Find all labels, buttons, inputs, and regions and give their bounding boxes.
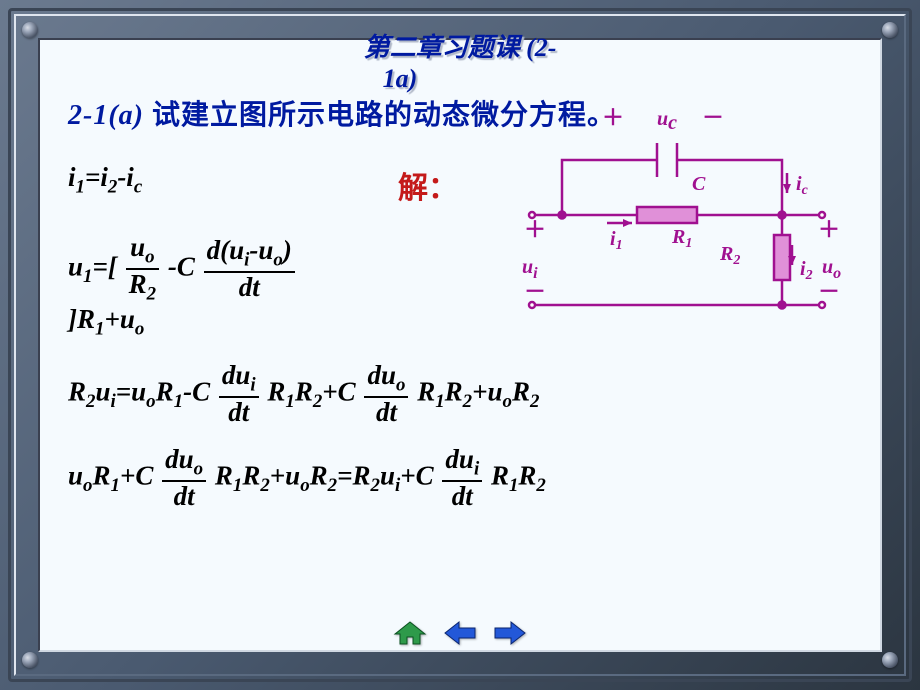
page-title: 第二章习题课 (2- 1a) [68,32,852,94]
equations-area: 解： [68,163,852,511]
content-panel: 第二章习题课 (2- 1a) 2-1(a) 试建立图所示电路的动态微分方程。 解… [38,38,882,652]
R1-label: R1 [671,226,692,251]
minus-right: － [818,279,840,304]
nav-buttons [393,620,527,646]
equation-3: R2ui=uoR1-C duidt R1R2+C duodt R1R2+uoR2 [68,362,852,426]
solve-label: 解： [398,163,458,207]
plus-right: ＋ [818,217,840,242]
rivet-top-left [22,22,38,38]
i1-label: i1 [610,228,623,253]
C-label: C [692,173,706,195]
i2-label: i2 [800,258,813,283]
circuit-diagram: ＋ uc － C ic i1 R1 R2 i2 ＋ ui － ＋ uo － [492,95,862,325]
rivet-top-right [882,22,898,38]
next-icon[interactable] [493,620,527,646]
equation-4: uoR1+C duodt R1R2+uoR2=R2ui+C duidt R1R2 [68,446,852,510]
uc-minus: － [702,105,724,130]
R2-label: R2 [719,243,740,268]
ic-label: ic [796,173,809,198]
prev-icon[interactable] [443,620,477,646]
plus-left: ＋ [524,217,546,242]
problem-number: 2-1(a) [68,100,144,131]
uc-label: uc [657,108,677,134]
home-icon[interactable] [393,620,427,646]
minus-left: － [524,279,546,304]
title-line2: 1a) [383,64,418,93]
rivet-bottom-right [882,652,898,668]
rivet-bottom-left [22,652,38,668]
title-line1: 第二章习题课 (2- [364,33,557,62]
uc-plus: ＋ [602,105,624,130]
